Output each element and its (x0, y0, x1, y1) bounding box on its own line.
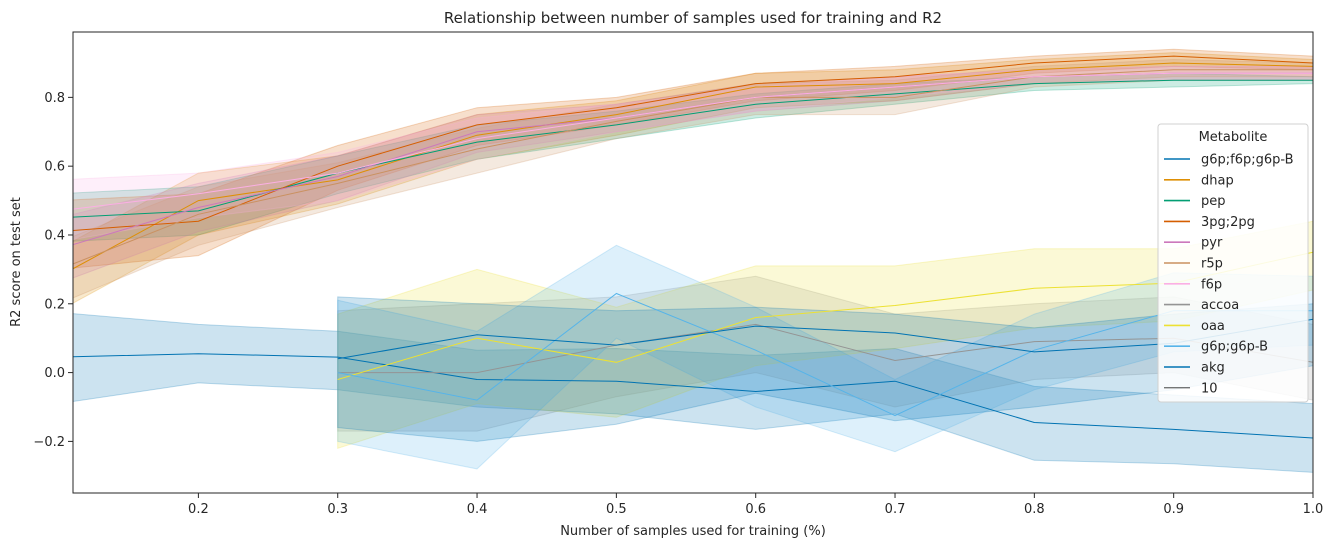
line-dhap (73, 62, 1313, 270)
legend-label-dhap: dhap (1201, 173, 1234, 188)
legend-label-size: 10 (1201, 381, 1218, 396)
y-tick-label: 0.6 (44, 160, 65, 175)
line-g6p-f6p-g6p-b (73, 353, 1313, 439)
legend-label-r5p: r5p (1201, 257, 1223, 272)
legend-box (1157, 123, 1309, 403)
legend-label-akg: akg (1201, 361, 1225, 376)
legend-label-pep: pep (1201, 194, 1226, 209)
band-akg (337, 296, 1313, 442)
x-tick-label: 1.0 (1303, 502, 1324, 517)
plot-frame (72, 31, 1314, 494)
y-tick-label: 0.2 (44, 297, 65, 312)
y-tick-label: 0.4 (44, 228, 65, 243)
confidence-bands (73, 48, 1313, 473)
line-oaa (337, 251, 1313, 380)
legend-label-oaa: oaa (1201, 319, 1225, 334)
y-axis-title: R2 score on test set (9, 197, 24, 327)
legend-label-g6p-f6p-g6p-b: g6p;f6p;g6p-B (1201, 153, 1294, 168)
axes: 0.2 0.3 0.4 0.5 0.6 0.7 0.8 0.9 1.0 −0.2 0.0 0.2 0.4… (33, 31, 1324, 517)
y-tick-label: −0.2 (33, 435, 65, 450)
series-lines (73, 55, 1313, 439)
legend-title: Metabolite (1199, 130, 1268, 145)
band-f6p (73, 65, 1313, 241)
line-akg (337, 318, 1313, 360)
x-tick-label: 0.7 (885, 502, 906, 517)
x-tick-label: 0.8 (1024, 502, 1045, 517)
x-tick-label: 0.4 (467, 502, 488, 517)
line-r5p (73, 69, 1313, 265)
legend-label-g6p-g6p-b: g6p;g6p-B (1201, 340, 1268, 355)
legend: Metabolite g6p;f6p;g6p-B dhap pep 3pg;2pg pyr… (1157, 123, 1309, 403)
line-accoa (337, 323, 1313, 374)
x-tick-label: 0.3 (327, 502, 348, 517)
band-3pg-2pg (73, 48, 1313, 269)
x-tick-label: 0.5 (606, 502, 627, 517)
y-tick-label: 0.8 (44, 91, 65, 106)
x-tick-label: 0.6 (745, 502, 766, 517)
legend-label-accoa: accoa (1201, 298, 1239, 313)
band-g6p-g6p-b (337, 244, 1313, 470)
legend-label-3pg-2pg: 3pg;2pg (1201, 215, 1255, 230)
line-3pg-2pg (73, 55, 1313, 231)
y-tick-label: 0.0 (44, 366, 65, 381)
legend-label-pyr: pyr (1201, 236, 1223, 251)
line-f6p (73, 72, 1313, 210)
band-accoa (337, 275, 1313, 432)
band-g6p-f6p-g6p-b (73, 313, 1313, 473)
band-r5p (73, 58, 1313, 299)
legend-label-f6p: f6p (1201, 277, 1222, 292)
line-g6p-g6p-b (337, 292, 1313, 417)
x-axis-title: Number of samples used for training (%) (560, 524, 826, 539)
x-tick-label: 0.2 (188, 502, 209, 517)
band-pyr (73, 65, 1313, 279)
x-tick-label: 0.9 (1163, 502, 1184, 517)
band-oaa (337, 220, 1313, 449)
chart-title: Relationship between number of samples u… (444, 9, 942, 27)
